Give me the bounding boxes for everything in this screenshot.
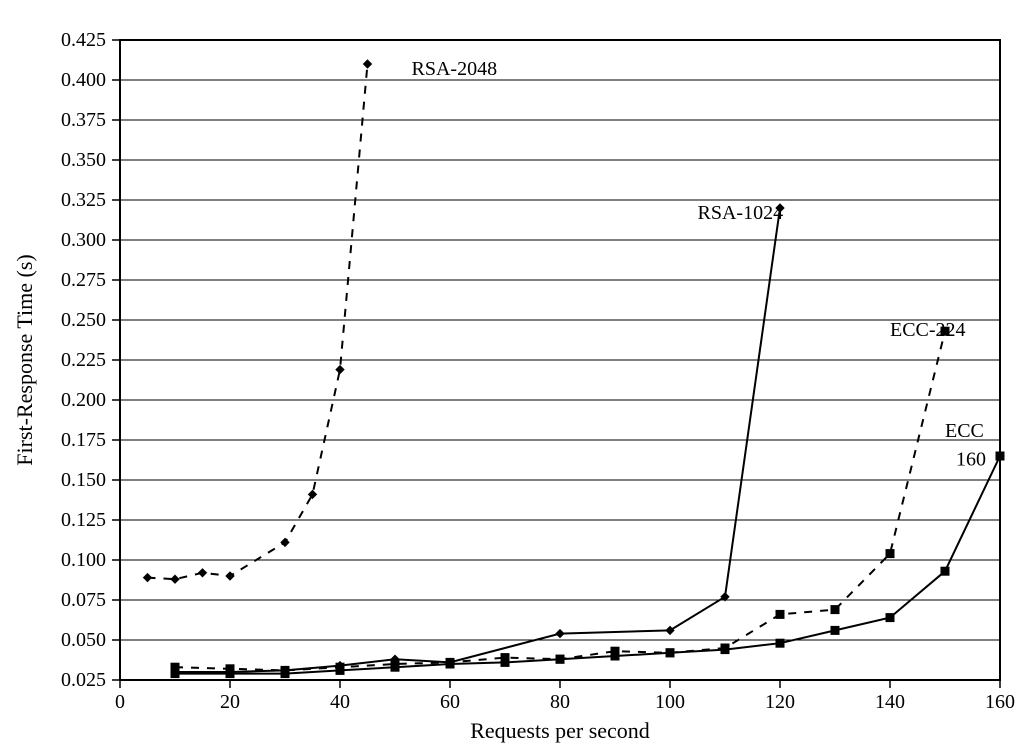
y-tick-label: 0.025	[61, 669, 106, 691]
marker-square	[501, 658, 509, 666]
x-axis-label: Requests per second	[470, 718, 650, 743]
y-axis-label: First-Response Time (s)	[12, 254, 37, 465]
y-tick-label: 0.225	[61, 349, 106, 371]
x-tick-label: 120	[765, 691, 795, 713]
x-tick-label: 80	[550, 691, 570, 713]
y-tick-label: 0.250	[61, 309, 106, 331]
x-tick-label: 0	[115, 691, 125, 713]
marker-square	[941, 567, 949, 575]
y-tick-label: 0.325	[61, 189, 106, 211]
marker-square	[611, 652, 619, 660]
chart-container: 0 20 40 60 80 100 120 140 160 0.025 0.050 0.075 0.10…	[0, 0, 1018, 752]
marker-square	[721, 646, 729, 654]
y-tick-label: 0.050	[61, 629, 106, 651]
marker-square	[776, 610, 784, 618]
series-label: RSA-2048	[412, 58, 498, 80]
x-tick-label: 60	[440, 691, 460, 713]
marker-square	[666, 649, 674, 657]
y-tick-label: 0.075	[61, 589, 106, 611]
marker-square	[446, 660, 454, 668]
x-tick-label: 140	[875, 691, 905, 713]
marker-square	[831, 606, 839, 614]
marker-square	[886, 614, 894, 622]
y-tick-label: 0.150	[61, 469, 106, 491]
y-tick-label: 0.125	[61, 509, 106, 531]
marker-square	[226, 670, 234, 678]
y-tick-label: 0.100	[61, 549, 106, 571]
marker-square	[996, 452, 1004, 460]
marker-square	[831, 626, 839, 634]
marker-square	[281, 670, 289, 678]
x-tick-label: 160	[985, 691, 1015, 713]
marker-square	[776, 639, 784, 647]
marker-square	[556, 655, 564, 663]
series-label: RSA-1024	[698, 202, 784, 224]
marker-square	[336, 666, 344, 674]
y-tick-label: 0.275	[61, 269, 106, 291]
marker-square	[391, 663, 399, 671]
series-label: ECC-224	[890, 319, 966, 341]
series-label: ECC	[945, 420, 984, 442]
x-tick-label: 100	[655, 691, 685, 713]
y-tick-label: 0.375	[61, 109, 106, 131]
y-tick-label: 0.300	[61, 229, 106, 251]
x-tick-label: 20	[220, 691, 240, 713]
y-tick-label: 0.200	[61, 389, 106, 411]
marker-square	[886, 550, 894, 558]
y-tick-label: 0.425	[61, 29, 106, 51]
marker-square	[171, 670, 179, 678]
series-label: 160	[956, 449, 986, 471]
y-tick-label: 0.350	[61, 149, 106, 171]
y-tick-label: 0.175	[61, 429, 106, 451]
y-tick-label: 0.400	[61, 69, 106, 91]
x-tick-label: 40	[330, 691, 350, 713]
chart-svg: 0 20 40 60 80 100 120 140 160 0.025 0.050 0.075 0.10…	[0, 0, 1018, 752]
